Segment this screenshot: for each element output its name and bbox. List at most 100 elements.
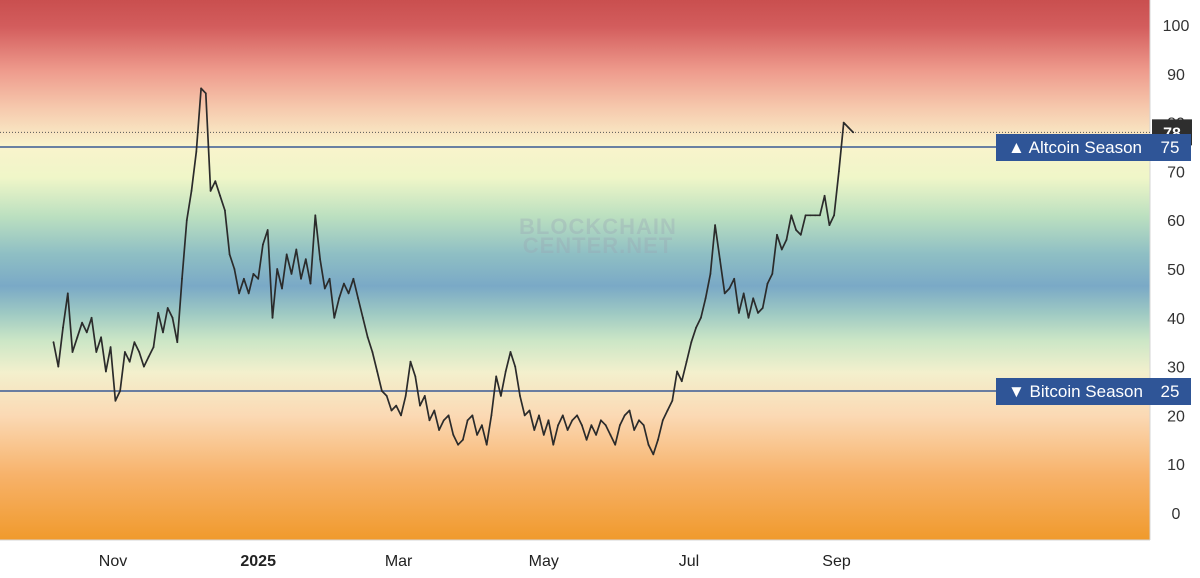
data-point <box>343 282 345 285</box>
data-point <box>171 316 174 319</box>
data-point <box>742 292 745 295</box>
data-point <box>166 307 169 309</box>
y-tick-label: 60 <box>1167 213 1185 230</box>
data-point <box>538 414 540 417</box>
data-point <box>642 424 645 427</box>
data-point <box>542 434 545 436</box>
data-point <box>262 243 264 246</box>
data-point <box>309 282 312 285</box>
data-point <box>647 443 650 446</box>
watermark-line-1: BLOCKCHAIN <box>519 214 677 239</box>
data-point <box>462 438 464 441</box>
data-point <box>690 341 693 344</box>
data-point <box>809 214 812 217</box>
data-point <box>81 321 83 324</box>
data-point <box>400 414 402 417</box>
chart-background <box>0 0 1150 540</box>
data-point <box>238 292 241 295</box>
x-axis-ticks: Nov 2025 Mar May Jul Sep <box>99 553 851 570</box>
data-point <box>547 419 550 422</box>
data-point <box>195 151 198 153</box>
data-point <box>423 395 426 397</box>
data-point <box>847 126 850 129</box>
data-point <box>680 380 683 383</box>
data-point <box>176 341 179 344</box>
data-point <box>281 287 283 290</box>
data-point <box>566 429 569 431</box>
data-point <box>214 180 217 183</box>
data-point <box>385 395 388 397</box>
data-point <box>714 224 716 227</box>
data-point <box>138 351 141 353</box>
data-point <box>128 360 131 363</box>
data-point <box>219 194 222 197</box>
data-point <box>85 331 88 334</box>
y-tick-label: 50 <box>1167 262 1185 279</box>
x-tick-label: 2025 <box>240 553 276 570</box>
data-point <box>347 292 350 295</box>
threshold-label: ▼ Bitcoin Season <box>1008 382 1143 401</box>
data-point <box>819 214 821 217</box>
data-point <box>728 287 731 290</box>
data-point <box>676 370 678 373</box>
data-point <box>319 258 321 261</box>
data-point <box>66 292 69 295</box>
data-point <box>438 429 440 431</box>
data-point <box>514 365 517 368</box>
data-point <box>314 214 317 217</box>
data-point <box>533 429 536 431</box>
data-point <box>528 409 531 412</box>
data-point <box>147 355 150 358</box>
data-point <box>595 434 597 436</box>
data-point <box>519 395 521 397</box>
x-tick-label: Mar <box>385 553 413 570</box>
data-point <box>181 277 183 280</box>
watermark: BLOCKCHAIN CENTER.NET <box>519 214 677 258</box>
data-point <box>109 346 112 348</box>
data-point <box>57 365 60 368</box>
data-point <box>71 351 74 353</box>
data-point <box>638 419 640 422</box>
data-point <box>652 453 655 456</box>
data-point <box>243 277 245 280</box>
y-tick-label: 100 <box>1163 18 1190 35</box>
data-point <box>481 424 483 427</box>
data-point <box>200 87 203 90</box>
data-point <box>452 434 455 436</box>
data-point <box>271 316 274 319</box>
data-point <box>300 277 302 280</box>
data-point <box>105 370 107 373</box>
data-point <box>600 419 602 422</box>
data-point <box>366 336 369 339</box>
threshold-value-label: 25 <box>1161 382 1180 401</box>
data-point <box>157 312 160 314</box>
data-point <box>295 248 298 251</box>
data-point <box>557 424 559 427</box>
data-point <box>776 233 778 236</box>
data-point <box>304 258 307 261</box>
data-point <box>509 351 512 353</box>
data-point <box>576 414 578 417</box>
y-tick-label: 0 <box>1172 506 1181 523</box>
threshold-label: ▲ Altcoin Season <box>1008 138 1142 157</box>
data-point <box>428 419 431 422</box>
data-point <box>457 443 459 446</box>
data-point <box>785 238 788 241</box>
data-point <box>761 307 764 309</box>
data-point <box>523 414 526 417</box>
data-point <box>561 414 564 417</box>
data-point <box>224 209 226 212</box>
data-point <box>495 375 498 378</box>
y-tick-label: 10 <box>1167 457 1185 474</box>
data-point <box>485 443 488 446</box>
data-point <box>838 170 840 173</box>
x-tick-label: May <box>529 553 559 570</box>
data-point <box>733 277 736 280</box>
data-point <box>252 273 255 275</box>
data-point <box>695 326 697 329</box>
data-point <box>433 409 436 412</box>
data-point <box>581 424 583 427</box>
data-point <box>357 297 359 300</box>
data-point <box>276 268 279 270</box>
